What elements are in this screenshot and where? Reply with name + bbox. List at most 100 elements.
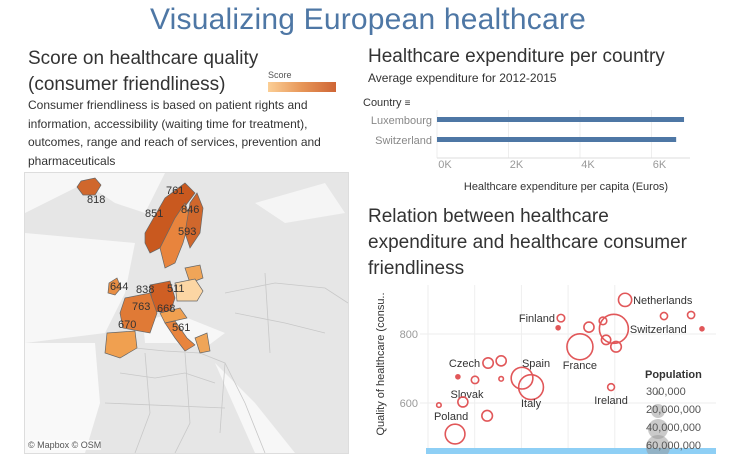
- scatter-point[interactable]: [482, 356, 495, 369]
- scatter-point-label: Poland: [434, 411, 468, 423]
- population-legend-item[interactable]: 60,000,000: [646, 435, 702, 454]
- countries[interactable]: [76, 177, 211, 359]
- scatter-point[interactable]: [600, 334, 612, 346]
- scatter-point[interactable]: [598, 316, 608, 326]
- map-ocean: [25, 173, 165, 213]
- map-score-label: 761: [166, 185, 184, 197]
- population-size-circle-icon: [651, 404, 665, 418]
- map-score-label: 561: [172, 322, 190, 334]
- country-poland[interactable]: [174, 278, 204, 302]
- country-france[interactable]: [119, 292, 158, 334]
- population-legend-item[interactable]: 40,000,000: [646, 419, 701, 439]
- scatter-point[interactable]: [555, 324, 561, 331]
- map-score-label: 818: [87, 194, 105, 206]
- country-greece[interactable]: [194, 332, 211, 354]
- scatter-point[interactable]: [470, 375, 480, 385]
- scatter-point[interactable]: [481, 409, 494, 422]
- scatter-point[interactable]: [659, 311, 669, 321]
- scatter-point[interactable]: [583, 321, 595, 333]
- population-size-circle-icon: [656, 391, 660, 395]
- country-spain[interactable]: [104, 330, 138, 359]
- scatter-title: Relation between healthcare expenditure …: [368, 204, 687, 282]
- scatter-point-label: France: [563, 360, 597, 372]
- description-line: outcomes, range and reach of services, p…: [28, 135, 321, 149]
- map-score-label: 846: [181, 204, 199, 216]
- scatter-point[interactable]: [609, 340, 623, 353]
- bar-switzerland[interactable]: [437, 137, 677, 142]
- country-header[interactable]: Country ≡: [363, 97, 410, 109]
- map-attribution[interactable]: © Mapbox © OSM: [28, 440, 102, 450]
- bar-chart-title: Healthcare expenditure per country: [368, 46, 665, 67]
- scatter-title-line: expenditure and healthcare consumer: [368, 232, 687, 253]
- scatter-point[interactable]: [556, 313, 566, 323]
- scatter-point[interactable]: [606, 382, 616, 392]
- population-legend-label: 20,000,000: [646, 404, 702, 416]
- population-legend-item[interactable]: 300,000: [646, 386, 686, 398]
- population-legend-title: Population: [645, 369, 702, 381]
- country-italy[interactable]: [164, 320, 196, 352]
- scatter-point[interactable]: [495, 355, 508, 367]
- description-line: Consumer friendliness is based on patien…: [28, 98, 308, 112]
- scatter-y-tick-label: 600: [400, 398, 418, 410]
- population-legend[interactable]: 300,000 20,000,000 40,000,000 60,000,000: [646, 386, 736, 454]
- map-score-label: 838: [136, 284, 154, 296]
- scatter-title-line: friendliness: [368, 258, 465, 279]
- sort-descending-icon[interactable]: ≡: [404, 98, 411, 109]
- scatter-point[interactable]: [498, 375, 505, 382]
- europe-map[interactable]: 818 761 851 846 593 644 838 511 763 668 670 561 © M…: [24, 172, 349, 454]
- scatter-point[interactable]: [566, 332, 594, 361]
- bar-luxembourg[interactable]: [437, 117, 685, 122]
- bar-x-axis-label: Healthcare expenditure per capita (Euros…: [464, 181, 668, 193]
- scatter-point[interactable]: [686, 310, 696, 320]
- arctic-ocean: [255, 183, 345, 223]
- scatter-point-label: Czech: [449, 358, 480, 370]
- scatter-point[interactable]: [510, 366, 534, 390]
- map-score-label: 670: [118, 319, 136, 331]
- country-header-label: Country: [363, 97, 402, 109]
- population-size-circle-icon: [648, 419, 668, 439]
- country-ireland[interactable]: [107, 277, 122, 296]
- scatter-point[interactable]: [444, 423, 466, 445]
- population-legend-label: 60,000,000: [646, 440, 702, 452]
- scatter-point[interactable]: [517, 373, 545, 401]
- bar-x-tick-label: 4K: [581, 159, 595, 171]
- population-size-circle-icon: [646, 435, 670, 454]
- country-baltics[interactable]: [184, 264, 204, 284]
- scatter-point-label: Spain: [522, 358, 550, 370]
- population-legend-item[interactable]: 20,000,000: [646, 404, 702, 418]
- scatter-y-axis-label: Quality of healthcare (consu..: [375, 292, 387, 435]
- dashboard-title-text: Visualizing European healthcare: [150, 3, 586, 36]
- map-score-label: 763: [132, 301, 150, 313]
- bar-chart-subtitle: Average expenditure for 2012-2015: [368, 71, 557, 85]
- score-color-legend[interactable]: [268, 82, 336, 92]
- country-austria[interactable]: [159, 307, 188, 324]
- scatter-point-label: Netherlands: [633, 295, 693, 307]
- scatter-point[interactable]: [699, 326, 705, 332]
- map-title-line: Score on healthcare quality: [28, 48, 259, 69]
- map-score-label: 593: [178, 226, 196, 238]
- scatter-point-label: Finland: [519, 313, 555, 325]
- country-iceland[interactable]: [76, 177, 102, 196]
- bar-chart[interactable]: 0K 2K 4K 6K Luxembourg Switzerland Healthcare …: [360, 110, 736, 200]
- bar-category-label[interactable]: Luxembourg: [371, 115, 432, 127]
- country-finland[interactable]: [184, 192, 204, 249]
- filter-strip[interactable]: [426, 448, 716, 454]
- scatter-point[interactable]: [598, 313, 630, 345]
- map-description: Consumer friendliness is based on patien…: [28, 96, 346, 170]
- scatter-point[interactable]: [617, 292, 633, 308]
- map-ocean: [25, 233, 135, 343]
- scatter-point-label: Ireland: [594, 395, 628, 407]
- scatter-point[interactable]: [457, 396, 469, 408]
- population-legend-label: 300,000: [646, 386, 686, 398]
- scatter-point[interactable]: [435, 402, 442, 409]
- scatter-point-label: Italy: [521, 398, 542, 410]
- red-sea: [215, 363, 295, 453]
- bar-category-label[interactable]: Switzerland: [375, 135, 432, 147]
- map-ocean: [25, 343, 100, 453]
- map-score-label: 511: [167, 283, 185, 295]
- bar-x-tick-label: 2K: [510, 159, 524, 171]
- scatter-chart[interactable]: 600 800 Quality of healthcare (consu.. Neth…: [360, 280, 736, 454]
- scatter-point[interactable]: [455, 373, 461, 380]
